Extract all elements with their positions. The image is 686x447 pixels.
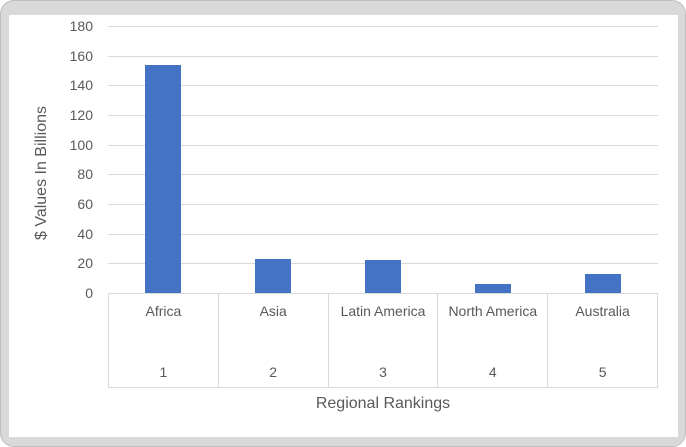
gridline [108, 174, 658, 176]
category-cell-latin-america: Latin America 3 [329, 294, 439, 387]
category-rank-label: 2 [269, 364, 278, 380]
category-cell-africa: Africa 1 [109, 294, 219, 387]
y-tick-label: 60 [77, 196, 93, 212]
category-label: Latin America [340, 303, 426, 319]
category-label: Australia [575, 303, 630, 319]
category-rank-label: 1 [159, 364, 168, 380]
y-tick-label: 20 [77, 255, 93, 272]
bar-africa [145, 64, 181, 293]
gridline [108, 204, 658, 205]
category-label: North America [448, 303, 538, 319]
y-tick-label: 120 [69, 107, 93, 123]
category-label: Asia [259, 303, 287, 319]
y-tick-label: 80 [77, 166, 93, 183]
bar-latin-america [365, 260, 401, 293]
y-tick-label: 0 [85, 285, 93, 301]
gridline [108, 55, 658, 57]
category-rank-label: 4 [488, 364, 497, 380]
y-tick-label: 160 [69, 47, 93, 64]
category-cell-asia: Asia 2 [219, 294, 329, 387]
bar-asia [255, 258, 291, 293]
gridline [108, 85, 658, 87]
y-tick-label: 40 [77, 225, 93, 242]
category-rank-label: 5 [598, 364, 607, 380]
bar-australia [585, 273, 621, 293]
y-tick-label: 140 [69, 77, 93, 94]
category-rank-label: 3 [379, 364, 387, 380]
category-label: Africa [145, 303, 182, 319]
gridline [108, 115, 658, 116]
gridline [108, 233, 658, 235]
y-tick-label: 180 [69, 18, 93, 34]
category-cell-north-america: North America 4 [438, 294, 549, 387]
category-cell-australia: Australia 5 [548, 294, 657, 387]
x-axis-title: Regional Rankings [315, 395, 451, 412]
y-tick-label: 100 [69, 136, 93, 153]
gridline [108, 26, 658, 27]
category-axis: Africa 1 Asia 2 Latin America 3 North America 4… [108, 293, 658, 388]
gridline [108, 144, 658, 146]
chart-area: $ Values In Billions Regional Rankings A… [9, 15, 678, 437]
bar-north-america [475, 284, 511, 293]
